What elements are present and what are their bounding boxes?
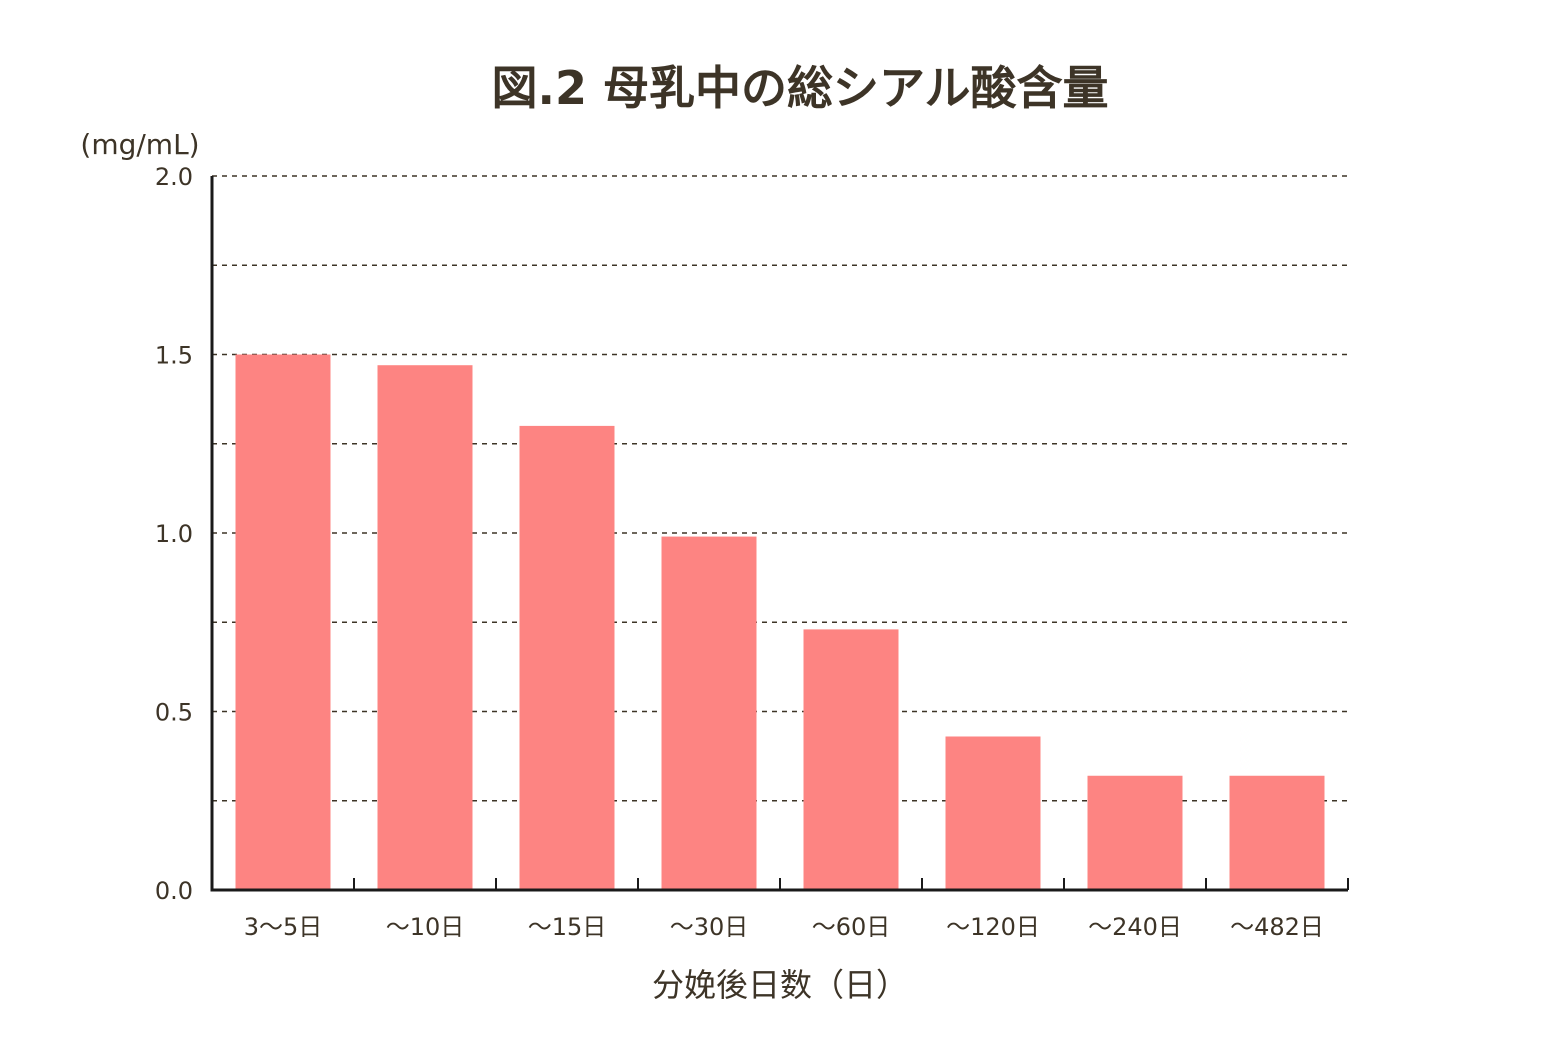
bar bbox=[1229, 775, 1325, 890]
x-tick-label: 〜15日 bbox=[528, 913, 607, 941]
y-tick-label: 1.0 bbox=[155, 520, 193, 548]
x-tick-label: 〜482日 bbox=[1230, 913, 1324, 941]
x-tick-labels: 3〜5日 〜10日 〜15日 〜30日 〜60日 〜120日 〜240日 〜482日 bbox=[244, 913, 1324, 941]
x-tick-label: 〜10日 bbox=[386, 913, 465, 941]
y-tick-labels: 0.0 0.5 1.0 1.5 2.0 bbox=[155, 163, 193, 905]
bar bbox=[803, 629, 899, 890]
bar bbox=[1087, 775, 1183, 890]
chart-title: 図.2 母乳中の総シアル酸含量 bbox=[491, 61, 1108, 115]
x-axis-label: 分娩後日数（日） bbox=[652, 966, 908, 1004]
x-tick-label: 〜30日 bbox=[670, 913, 749, 941]
x-tick-label: 〜60日 bbox=[812, 913, 891, 941]
x-tick-label: 〜240日 bbox=[1088, 913, 1182, 941]
y-tick-label: 0.0 bbox=[155, 877, 193, 905]
bar bbox=[661, 536, 757, 890]
axes bbox=[210, 176, 1349, 892]
y-tick-label: 2.0 bbox=[155, 163, 193, 191]
bar bbox=[945, 736, 1041, 890]
y-axis-unit-label: (mg/mL) bbox=[80, 128, 199, 161]
bar bbox=[235, 354, 331, 890]
bar bbox=[519, 425, 615, 890]
bar bbox=[377, 365, 473, 891]
x-tick-label: 〜120日 bbox=[946, 913, 1040, 941]
bars bbox=[235, 354, 1325, 891]
y-tick-label: 1.5 bbox=[155, 342, 193, 370]
x-tick-label: 3〜5日 bbox=[244, 913, 323, 941]
y-tick-label: 0.5 bbox=[155, 699, 193, 727]
